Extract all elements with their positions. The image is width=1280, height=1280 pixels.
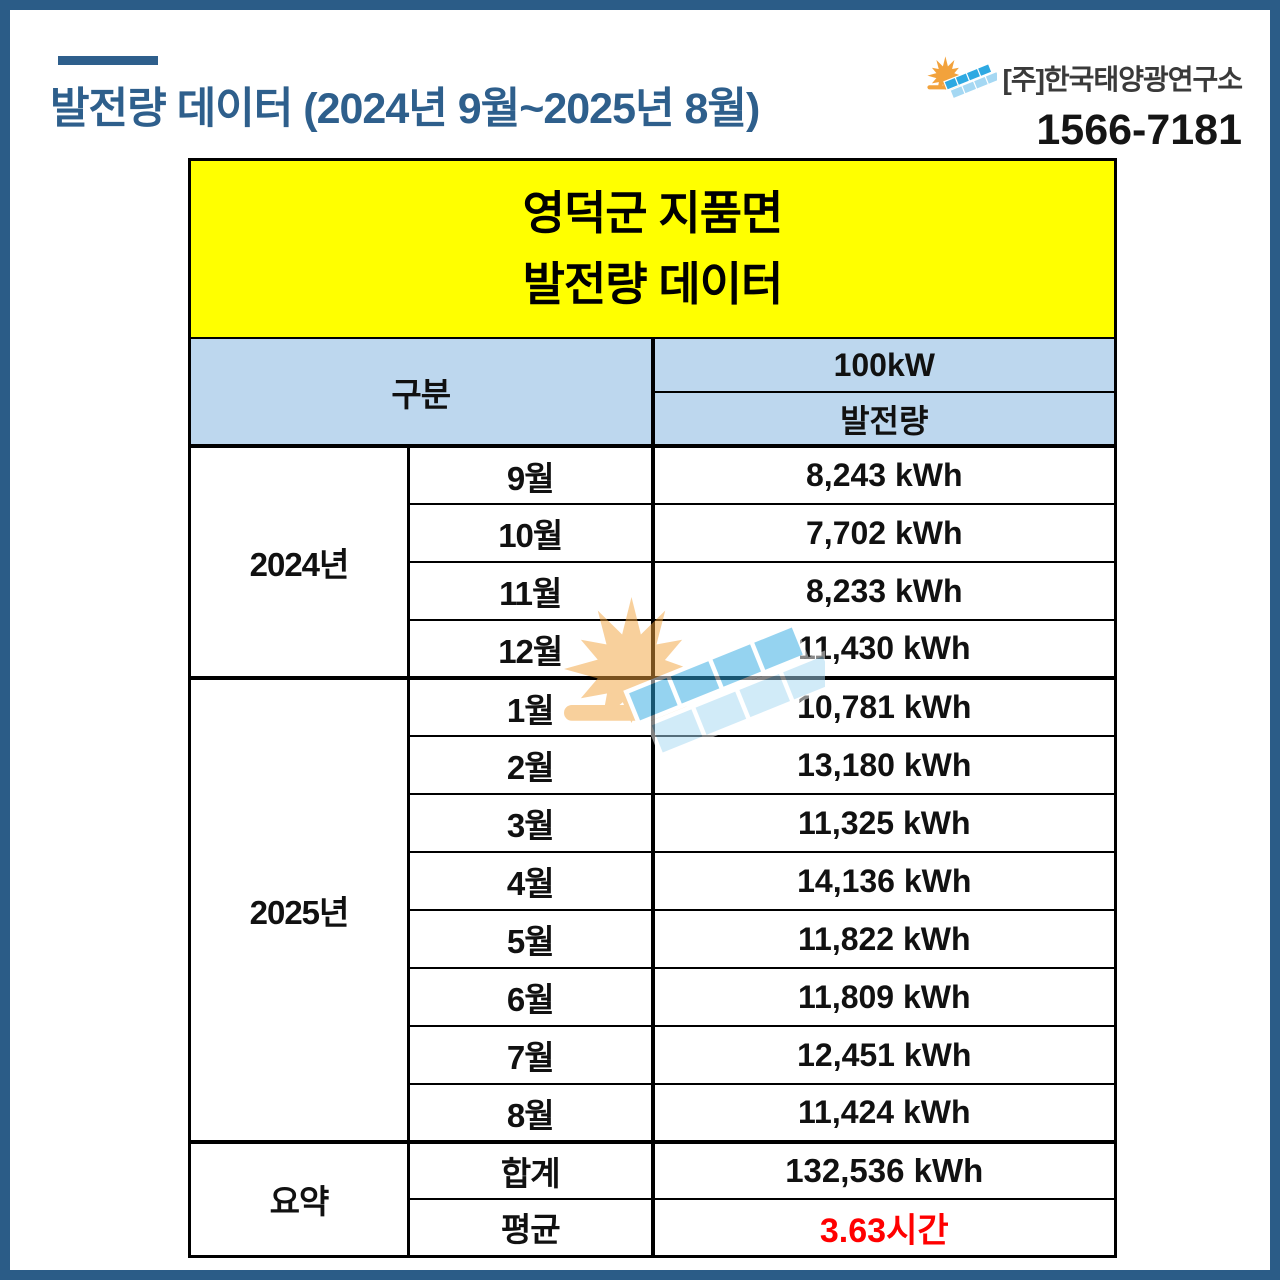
year-cell-2024: 2024년 (188, 444, 410, 679)
column-header-metric: 발전량 (650, 391, 1117, 447)
value-cell: 7,702 kWh (650, 503, 1117, 563)
value-cell: 11,822 kWh (650, 909, 1117, 969)
brand-block: [주]한국태양광연구소 1566-7181 (925, 50, 1243, 155)
value-cell: 11,325 kWh (650, 793, 1117, 853)
table-row: 2024년 9월 8,243 kWh (188, 444, 1117, 679)
banner-line-2: 발전량 데이터 (522, 258, 784, 310)
month-cell: 9월 (407, 444, 654, 505)
sun-solar-panel-icon (925, 50, 997, 106)
month-cell: 7월 (407, 1025, 654, 1085)
table-row: 10월 7,702 kWh (190, 503, 1117, 563)
value-cell: 8,233 kWh (650, 561, 1117, 621)
month-cell: 6월 (407, 967, 654, 1027)
summary-label-cell: 요약 (188, 1140, 410, 1257)
page-title: 발전량 데이터 (2024년 9월~2025년 8월) (50, 85, 760, 133)
table-row: 3월 11,325 kWh (190, 793, 1117, 853)
table-row: 2025년 1월 10,781 kWh (188, 676, 1117, 1143)
table-row: 4월 14,136 kWh (190, 851, 1117, 911)
table-row: 8월 11,424 kWh (190, 1083, 1117, 1143)
month-cell: 12월 (407, 619, 654, 679)
month-cell: 5월 (407, 909, 654, 969)
month-cell: 8월 (407, 1083, 654, 1143)
month-cell: 11월 (407, 561, 654, 621)
value-cell: 12,451 kWh (650, 1025, 1117, 1085)
year-cell-2025: 2025년 (188, 676, 410, 1143)
total-label-cell: 합계 (407, 1140, 654, 1200)
title-accent-bar (58, 56, 158, 65)
column-header-capacity: 100kW (650, 337, 1117, 393)
value-cell: 13,180 kWh (650, 735, 1117, 795)
total-value-cell: 132,536 kWh (650, 1140, 1117, 1200)
generation-table: 영덕군 지품면 발전량 데이터 구분 100kW 발전량 2024년 9월 8,… (188, 158, 1118, 1258)
summary-row-average: 평균 3.63시간 (190, 1198, 1117, 1257)
table-row: 5월 11,822 kWh (190, 909, 1117, 969)
value-cell: 11,424 kWh (650, 1083, 1117, 1143)
value-cell: 14,136 kWh (650, 851, 1117, 911)
column-header-gubun: 구분 (188, 337, 654, 447)
month-cell: 4월 (407, 851, 654, 911)
company-name: [주]한국태양광연구소 (1002, 64, 1243, 95)
table-banner: 영덕군 지품면 발전량 데이터 (188, 158, 1117, 339)
average-value-cell: 3.63시간 (650, 1198, 1117, 1257)
month-cell: 1월 (407, 676, 654, 737)
table-row: 6월 11,809 kWh (190, 967, 1117, 1027)
value-cell: 8,243 kWh (650, 444, 1117, 505)
phone-number: 1566-7181 (1036, 106, 1242, 154)
banner-line-1: 영덕군 지품면 (522, 186, 784, 239)
average-label-cell: 평균 (407, 1198, 654, 1257)
summary-row-total: 요약 합계 132,536 kWh (188, 1140, 1117, 1257)
month-cell: 10월 (407, 503, 654, 563)
month-cell: 3월 (407, 793, 654, 853)
value-cell: 11,809 kWh (650, 967, 1117, 1027)
value-cell: 11,430 kWh (650, 619, 1117, 679)
value-cell: 10,781 kWh (650, 676, 1117, 737)
month-cell: 2월 (407, 735, 654, 795)
table-row: 7월 12,451 kWh (190, 1025, 1117, 1085)
